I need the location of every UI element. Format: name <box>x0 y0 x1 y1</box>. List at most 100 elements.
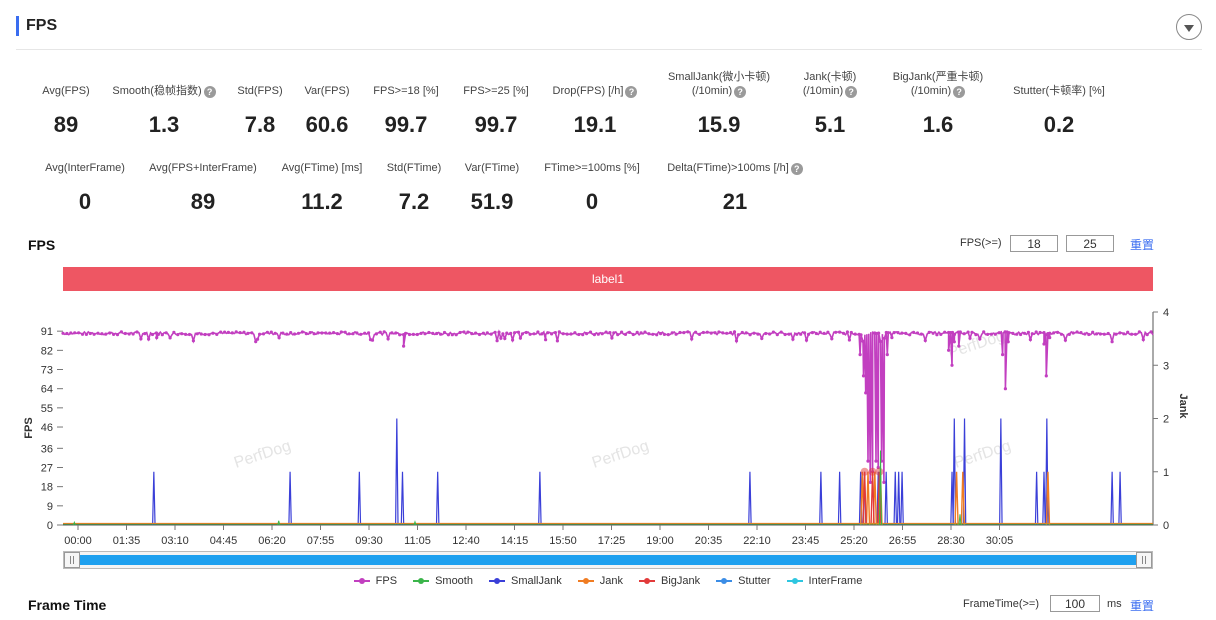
legend-label: FPS <box>375 575 398 587</box>
fps-point <box>127 332 131 336</box>
fps-point <box>565 332 569 336</box>
legend-label: Stutter <box>738 575 771 587</box>
collapse-button[interactable] <box>1176 14 1202 40</box>
y2-tick-label: 2 <box>1163 414 1169 426</box>
fps-point <box>709 331 713 335</box>
fps-point <box>1007 331 1011 335</box>
fps-point <box>516 330 521 334</box>
zoom-slider[interactable] <box>63 551 1153 569</box>
small-jank-spike <box>1110 471 1114 526</box>
fps-point <box>115 333 120 337</box>
fps-point <box>180 332 184 336</box>
legend-item[interactable]: InterFrame <box>786 573 862 589</box>
legend-swatch-icon <box>488 578 505 584</box>
fps-point <box>573 331 577 335</box>
legend-item[interactable]: SmallJank <box>488 573 562 589</box>
fps-point <box>783 332 787 337</box>
label-bar[interactable]: label1 <box>63 267 1153 291</box>
fps-point <box>1122 332 1126 336</box>
smooth-spike <box>879 450 882 526</box>
fps-point <box>351 332 355 336</box>
fps-point <box>830 337 834 341</box>
metric-value: 0 <box>585 189 599 214</box>
metric-card: FTime>=100ms [%] 0 <box>512 161 672 215</box>
fps-point <box>1006 340 1010 344</box>
x-tick-label: 25:20 <box>840 535 868 547</box>
fps-point <box>1019 332 1023 337</box>
zoom-handle-right[interactable] <box>1136 552 1152 568</box>
fps-point <box>721 331 725 335</box>
legend-item[interactable]: Smooth <box>413 573 473 589</box>
metric-value: 19.1 <box>573 112 617 137</box>
help-icon[interactable]: ? <box>953 86 966 98</box>
fps-point <box>273 331 277 335</box>
help-icon[interactable]: ? <box>845 86 858 98</box>
frame-time-reset-link[interactable]: 重置 <box>1130 599 1155 613</box>
fps-point <box>952 340 956 344</box>
fps-point <box>390 331 394 335</box>
help-icon[interactable]: ? <box>203 86 216 98</box>
fps-point <box>404 331 408 335</box>
x-tick-label: 09:30 <box>355 535 383 547</box>
metric-label: Std(FTime) <box>386 162 442 174</box>
fps-point <box>355 331 359 335</box>
fps-point <box>1102 332 1106 336</box>
fps-point <box>803 331 807 335</box>
legend-item[interactable]: BigJank <box>638 573 700 589</box>
fps-point <box>1028 338 1032 342</box>
fps-threshold-input-1[interactable] <box>1010 235 1058 252</box>
legend-item[interactable]: Stutter <box>716 573 771 589</box>
fps-point <box>647 332 651 336</box>
fps-point <box>374 332 378 336</box>
y2-tick-label: 3 <box>1163 360 1169 372</box>
jank-spike <box>954 471 959 526</box>
fps-chart[interactable]: PerfDog PerfDogPerfDogPerfDog091827364655… <box>0 300 1216 550</box>
small-jank-spike <box>896 471 901 526</box>
x-tick-label: 03:10 <box>161 535 189 547</box>
fps-point <box>493 330 497 334</box>
fps-point <box>419 331 423 335</box>
fps-point <box>771 330 776 334</box>
y-tick-label: 91 <box>41 326 53 338</box>
fps-reset-link[interactable]: 重置 <box>1130 238 1155 252</box>
fps-point <box>230 331 234 335</box>
fps-point <box>462 330 466 334</box>
fps-point <box>450 333 454 337</box>
metric-label: BigJank(严重卡顿) <box>892 71 984 83</box>
frame-time-threshold-input[interactable] <box>1050 595 1100 612</box>
help-icon[interactable]: ? <box>625 86 638 98</box>
fps-point <box>242 330 246 334</box>
zoom-range[interactable] <box>76 555 1140 565</box>
y2-tick-label: 1 <box>1163 467 1169 479</box>
fps-point <box>481 331 485 335</box>
x-tick-label: 19:00 <box>646 535 674 547</box>
fps-point <box>415 332 419 337</box>
legend-item[interactable]: Jank <box>577 573 623 589</box>
fps-point <box>561 332 565 336</box>
fps-point <box>1044 374 1048 378</box>
watermark-text: PerfDog <box>590 437 651 471</box>
zoom-handle-left[interactable] <box>64 552 80 568</box>
help-icon[interactable]: ? <box>734 86 747 98</box>
metric-label: Std(FPS) <box>237 85 283 97</box>
fps-point <box>215 332 219 336</box>
fps-point <box>1149 330 1153 334</box>
fps-point <box>958 330 962 334</box>
fps-point <box>943 330 947 334</box>
legend-item[interactable]: FPS <box>353 573 398 589</box>
fps-point <box>849 330 853 335</box>
help-icon[interactable]: ? <box>790 163 803 175</box>
fps-point <box>328 331 332 335</box>
fps-point <box>553 331 558 335</box>
fps-point <box>312 332 316 336</box>
fps-threshold-input-2[interactable] <box>1066 235 1114 252</box>
fps-point <box>69 331 73 335</box>
fps-point <box>1052 331 1056 335</box>
fps-point <box>908 333 912 337</box>
fps-point <box>131 332 135 336</box>
fps-point <box>505 331 509 335</box>
small-jank-spike <box>357 471 362 526</box>
metric-label: Avg(InterFrame) <box>45 162 125 174</box>
fps-point <box>160 333 164 337</box>
y-tick-label: 9 <box>47 501 53 513</box>
